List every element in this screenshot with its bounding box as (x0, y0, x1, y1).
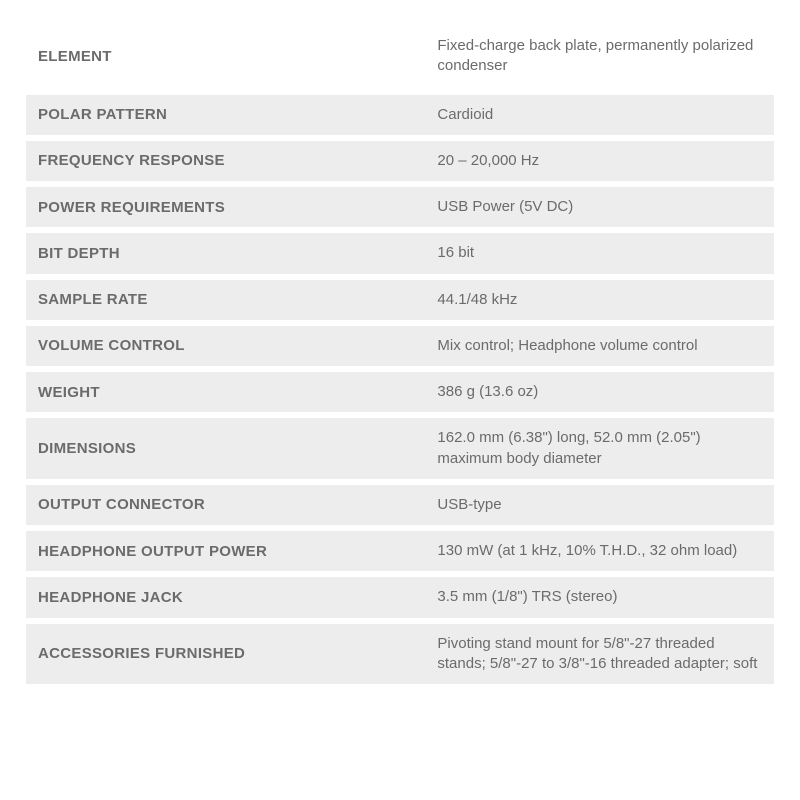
spec-label: POWER REQUIREMENTS (26, 187, 437, 227)
spec-label: FREQUENCY RESPONSE (26, 141, 437, 181)
spec-value: 386 g (13.6 oz) (437, 372, 774, 412)
table-row: OUTPUT CONNECTOR USB-type (26, 485, 774, 531)
spec-value: 20 – 20,000 Hz (437, 141, 774, 181)
table-row: HEADPHONE OUTPUT POWER 130 mW (at 1 kHz,… (26, 531, 774, 577)
table-row: WEIGHT 386 g (13.6 oz) (26, 372, 774, 418)
spec-label: BIT DEPTH (26, 233, 437, 273)
table-row: SAMPLE RATE 44.1/48 kHz (26, 280, 774, 326)
spec-value: 130 mW (at 1 kHz, 10% T.H.D., 32 ohm loa… (437, 531, 774, 571)
table-row: ELEMENT Fixed-charge back plate, permane… (26, 18, 774, 95)
spec-value: Fixed-charge back plate, permanently pol… (437, 18, 774, 95)
table-row: VOLUME CONTROL Mix control; Headphone vo… (26, 326, 774, 372)
spec-value: Cardioid (437, 95, 774, 135)
table-row: BIT DEPTH 16 bit (26, 233, 774, 279)
table-row: HEADPHONE JACK 3.5 mm (1/8") TRS (stereo… (26, 577, 774, 623)
spec-label: POLAR PATTERN (26, 95, 437, 135)
spec-value: 44.1/48 kHz (437, 280, 774, 320)
spec-label: SAMPLE RATE (26, 280, 437, 320)
spec-value: Mix control; Headphone volume control (437, 326, 774, 366)
spec-label: VOLUME CONTROL (26, 326, 437, 366)
spec-value: USB Power (5V DC) (437, 187, 774, 227)
table-row: POWER REQUIREMENTS USB Power (5V DC) (26, 187, 774, 233)
spec-value: Pivoting stand mount for 5/8"-27 threade… (437, 624, 774, 685)
table-row: POLAR PATTERN Cardioid (26, 95, 774, 141)
table-row: DIMENSIONS 162.0 mm (6.38") long, 52.0 m… (26, 418, 774, 485)
spec-label: ACCESSORIES FURNISHED (26, 624, 437, 685)
spec-label: WEIGHT (26, 372, 437, 412)
specs-table: ELEMENT Fixed-charge back plate, permane… (26, 18, 774, 684)
table-row: ACCESSORIES FURNISHED Pivoting stand mou… (26, 624, 774, 685)
spec-label: HEADPHONE OUTPUT POWER (26, 531, 437, 571)
spec-value: 16 bit (437, 233, 774, 273)
spec-value: USB-type (437, 485, 774, 525)
spec-label: HEADPHONE JACK (26, 577, 437, 617)
spec-label: ELEMENT (26, 18, 437, 95)
spec-value: 162.0 mm (6.38") long, 52.0 mm (2.05") m… (437, 418, 774, 479)
spec-label: OUTPUT CONNECTOR (26, 485, 437, 525)
table-row: FREQUENCY RESPONSE 20 – 20,000 Hz (26, 141, 774, 187)
spec-label: DIMENSIONS (26, 418, 437, 479)
spec-value: 3.5 mm (1/8") TRS (stereo) (437, 577, 774, 617)
